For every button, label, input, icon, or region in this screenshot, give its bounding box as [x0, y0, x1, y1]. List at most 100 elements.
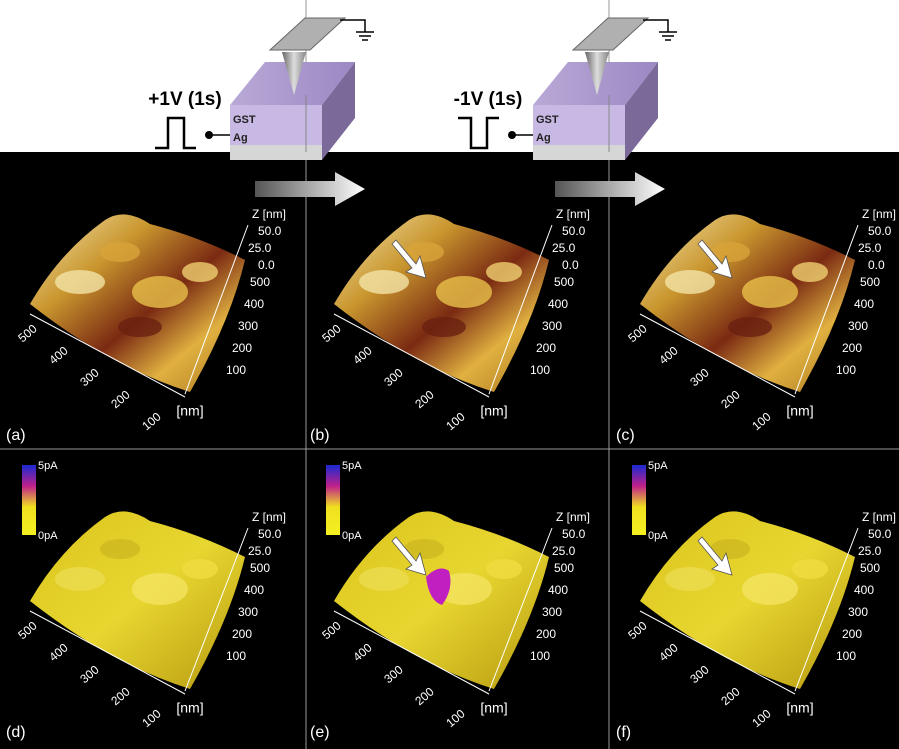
right-tick-label: 500 [554, 561, 574, 575]
colorbar-max: 5pA [648, 460, 668, 472]
surface-feature [100, 242, 140, 262]
surface-feature [132, 276, 188, 308]
right-tick-label: 500 [554, 275, 574, 289]
z-axis-label: Z [nm] [862, 207, 896, 221]
right-tick-label: 400 [854, 297, 874, 311]
panel-label: (f) [616, 724, 631, 741]
colorbar [632, 465, 646, 535]
colorbar-min: 0pA [648, 530, 668, 542]
z-tick-label: 0.0 [258, 258, 275, 272]
z-tick-label: 50.0 [562, 224, 586, 238]
right-tick-label: 100 [226, 649, 246, 663]
surface-feature [55, 270, 105, 294]
z-tick-label: 50.0 [868, 527, 892, 541]
right-tick-label: 400 [548, 297, 568, 311]
z-tick-label: 25.0 [248, 544, 272, 558]
surface-feature [742, 573, 798, 605]
z-tick-label: 25.0 [552, 544, 576, 558]
surface-feature [359, 270, 409, 294]
right-tick-label: 500 [250, 275, 270, 289]
z-tick-label: 25.0 [858, 241, 882, 255]
surface-feature [182, 262, 218, 282]
surface-feature [792, 262, 828, 282]
surface-feature [728, 317, 772, 337]
unit-label: [nm] [176, 403, 203, 419]
right-tick-label: 200 [842, 341, 862, 355]
right-tick-label: 100 [530, 363, 550, 377]
pulse-label: -1V (1s) [454, 89, 523, 110]
surface-feature [486, 559, 522, 579]
right-tick-label: 400 [244, 583, 264, 597]
right-tick-label: 500 [250, 561, 270, 575]
right-tick-label: 300 [542, 605, 562, 619]
cantilever [270, 18, 345, 50]
surface-feature [422, 317, 466, 337]
ground [643, 20, 677, 40]
surface-feature [665, 567, 715, 591]
right-tick-label: 300 [542, 319, 562, 333]
unit-label: [nm] [786, 403, 813, 419]
panel-label: (e) [310, 724, 330, 741]
right-tick-label: 200 [232, 341, 252, 355]
pulse-label: +1V (1s) [148, 89, 221, 110]
panel-label: (d) [6, 724, 26, 741]
z-tick-label: 50.0 [562, 527, 586, 541]
unit-label: [nm] [176, 700, 203, 716]
colorbar-max: 5pA [342, 460, 362, 472]
right-tick-label: 100 [226, 363, 246, 377]
z-tick-label: 50.0 [868, 224, 892, 238]
layer-label: GST [233, 114, 256, 126]
surface-feature [486, 262, 522, 282]
surface-feature [665, 270, 715, 294]
surface-feature [182, 559, 218, 579]
right-tick-label: 300 [238, 605, 258, 619]
surface-feature [132, 573, 188, 605]
right-tick-label: 200 [232, 627, 252, 641]
surface-feature [100, 539, 140, 559]
panel-label: (a) [6, 427, 26, 444]
right-tick-label: 100 [836, 363, 856, 377]
z-tick-label: 25.0 [248, 241, 272, 255]
right-tick-label: 300 [848, 319, 868, 333]
colorbar [326, 465, 340, 535]
pulse-shape [155, 118, 196, 148]
surface-feature [742, 276, 798, 308]
panel-label: (b) [310, 427, 330, 444]
z-tick-label: 0.0 [868, 258, 885, 272]
right-tick-label: 200 [842, 627, 862, 641]
z-axis-label: Z [nm] [252, 510, 286, 524]
right-tick-label: 500 [860, 561, 880, 575]
layer-label: GST [536, 114, 559, 126]
right-tick-label: 300 [238, 319, 258, 333]
right-tick-label: 100 [530, 649, 550, 663]
right-tick-label: 100 [836, 649, 856, 663]
z-axis-label: Z [nm] [252, 207, 286, 221]
right-tick-label: 200 [536, 627, 556, 641]
cantilever [573, 18, 648, 50]
contact [205, 131, 213, 139]
z-tick-label: 0.0 [562, 258, 579, 272]
ag-layer [230, 145, 322, 160]
surface-feature [359, 567, 409, 591]
unit-label: [nm] [480, 403, 507, 419]
layer-label: Ag [233, 132, 248, 144]
z-tick-label: 25.0 [552, 241, 576, 255]
colorbar-max: 5pA [38, 460, 58, 472]
z-axis-label: Z [nm] [556, 510, 590, 524]
colorbar [22, 465, 36, 535]
unit-label: [nm] [480, 700, 507, 716]
ag-layer [533, 145, 625, 160]
surface-feature [436, 276, 492, 308]
right-tick-label: 400 [548, 583, 568, 597]
z-axis-label: Z [nm] [556, 207, 590, 221]
panel-label: (c) [616, 427, 635, 444]
right-tick-label: 200 [536, 341, 556, 355]
z-tick-label: 50.0 [258, 527, 282, 541]
surface-feature [55, 567, 105, 591]
colorbar-min: 0pA [38, 530, 58, 542]
right-tick-label: 400 [854, 583, 874, 597]
right-tick-label: 400 [244, 297, 264, 311]
pulse-shape [458, 118, 499, 148]
right-tick-label: 500 [860, 275, 880, 289]
colorbar-min: 0pA [342, 530, 362, 542]
